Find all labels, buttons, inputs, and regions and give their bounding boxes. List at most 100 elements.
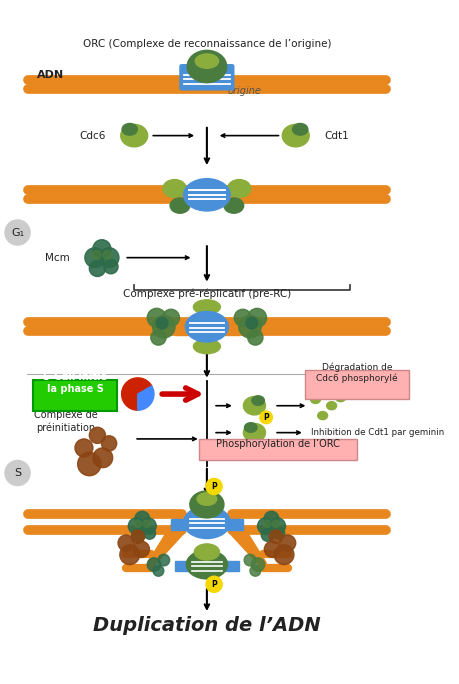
Ellipse shape — [194, 544, 219, 560]
Text: origine: origine — [228, 86, 262, 96]
Ellipse shape — [132, 528, 145, 542]
Ellipse shape — [264, 511, 279, 526]
Circle shape — [5, 460, 30, 486]
Text: Cdt1: Cdt1 — [325, 131, 349, 141]
Text: P: P — [263, 413, 269, 422]
Bar — [174, 321, 189, 335]
Ellipse shape — [75, 439, 93, 457]
Ellipse shape — [190, 491, 224, 518]
Ellipse shape — [244, 554, 256, 566]
Ellipse shape — [224, 198, 244, 213]
Text: Duplication de l’ADN: Duplication de l’ADN — [93, 616, 321, 635]
Ellipse shape — [336, 393, 346, 402]
Ellipse shape — [292, 124, 308, 135]
Ellipse shape — [318, 412, 328, 419]
Bar — [227, 518, 243, 531]
Text: Complexe pré-réplicatif (pre-RC): Complexe pré-réplicatif (pre-RC) — [123, 288, 291, 299]
Polygon shape — [138, 386, 154, 410]
Ellipse shape — [118, 535, 134, 551]
FancyBboxPatch shape — [199, 439, 357, 460]
Ellipse shape — [248, 308, 267, 327]
Ellipse shape — [184, 506, 230, 538]
Ellipse shape — [264, 541, 280, 557]
Ellipse shape — [252, 396, 264, 406]
Ellipse shape — [133, 541, 150, 557]
Text: ADN: ADN — [37, 70, 64, 79]
Circle shape — [206, 576, 222, 592]
Ellipse shape — [245, 423, 257, 432]
Ellipse shape — [143, 520, 151, 527]
Ellipse shape — [163, 180, 186, 198]
Ellipse shape — [248, 330, 263, 345]
Ellipse shape — [152, 315, 175, 338]
Ellipse shape — [311, 395, 320, 404]
Ellipse shape — [280, 535, 296, 551]
Ellipse shape — [263, 520, 271, 527]
Ellipse shape — [239, 315, 261, 338]
Bar — [225, 321, 239, 335]
Text: Dégradation de
Cdc6 phosphorylé: Dégradation de Cdc6 phosphorylé — [316, 362, 397, 383]
Ellipse shape — [228, 180, 251, 198]
Bar — [171, 518, 187, 531]
Ellipse shape — [85, 248, 105, 267]
Ellipse shape — [90, 261, 106, 276]
Ellipse shape — [250, 566, 261, 576]
Ellipse shape — [78, 452, 101, 475]
Ellipse shape — [187, 51, 227, 83]
Ellipse shape — [101, 436, 117, 451]
Ellipse shape — [129, 518, 145, 534]
Ellipse shape — [195, 54, 218, 68]
Ellipse shape — [103, 250, 112, 259]
Ellipse shape — [193, 300, 220, 314]
Ellipse shape — [135, 511, 150, 526]
FancyBboxPatch shape — [33, 380, 117, 411]
FancyBboxPatch shape — [180, 65, 234, 90]
Ellipse shape — [147, 308, 166, 327]
Ellipse shape — [90, 428, 106, 443]
Ellipse shape — [158, 554, 170, 566]
Text: Phosphorylation de l’ORC: Phosphorylation de l’ORC — [216, 439, 340, 449]
Text: P: P — [211, 482, 217, 491]
Ellipse shape — [92, 250, 101, 259]
Text: S-Cdk initie
la phase S: S-Cdk initie la phase S — [43, 371, 107, 394]
Circle shape — [260, 411, 272, 423]
Ellipse shape — [134, 520, 141, 527]
Ellipse shape — [273, 527, 285, 539]
Text: Inhibition de Cdt1 par geminin: Inhibition de Cdt1 par geminin — [311, 428, 444, 437]
Text: G₁: G₁ — [11, 228, 24, 237]
Circle shape — [206, 478, 222, 495]
Ellipse shape — [234, 309, 252, 326]
Circle shape — [5, 220, 30, 245]
Ellipse shape — [197, 492, 217, 505]
Ellipse shape — [243, 423, 265, 442]
Ellipse shape — [282, 124, 309, 147]
Ellipse shape — [186, 550, 228, 579]
FancyBboxPatch shape — [305, 370, 409, 399]
Ellipse shape — [140, 518, 156, 534]
Ellipse shape — [104, 259, 118, 274]
Text: Complexe de
préinitiation: Complexe de préinitiation — [34, 410, 98, 433]
Ellipse shape — [274, 545, 294, 564]
Ellipse shape — [147, 558, 161, 571]
Text: S: S — [14, 468, 21, 478]
Ellipse shape — [99, 248, 119, 267]
Ellipse shape — [193, 339, 220, 354]
Text: Cdc6: Cdc6 — [79, 131, 106, 141]
Bar — [225, 561, 239, 571]
Ellipse shape — [153, 566, 164, 576]
Ellipse shape — [243, 397, 265, 415]
Ellipse shape — [144, 527, 156, 539]
Ellipse shape — [151, 330, 166, 345]
Ellipse shape — [121, 124, 148, 147]
Ellipse shape — [261, 528, 274, 542]
Ellipse shape — [185, 311, 229, 342]
Ellipse shape — [93, 448, 112, 468]
Ellipse shape — [156, 317, 168, 329]
Ellipse shape — [257, 518, 274, 534]
Ellipse shape — [252, 558, 265, 571]
Ellipse shape — [93, 239, 111, 258]
Ellipse shape — [131, 530, 145, 544]
Polygon shape — [122, 378, 152, 410]
Text: ORC (Complexe de reconnaissance de l’origine): ORC (Complexe de reconnaissance de l’ori… — [83, 39, 331, 49]
Ellipse shape — [272, 520, 280, 527]
